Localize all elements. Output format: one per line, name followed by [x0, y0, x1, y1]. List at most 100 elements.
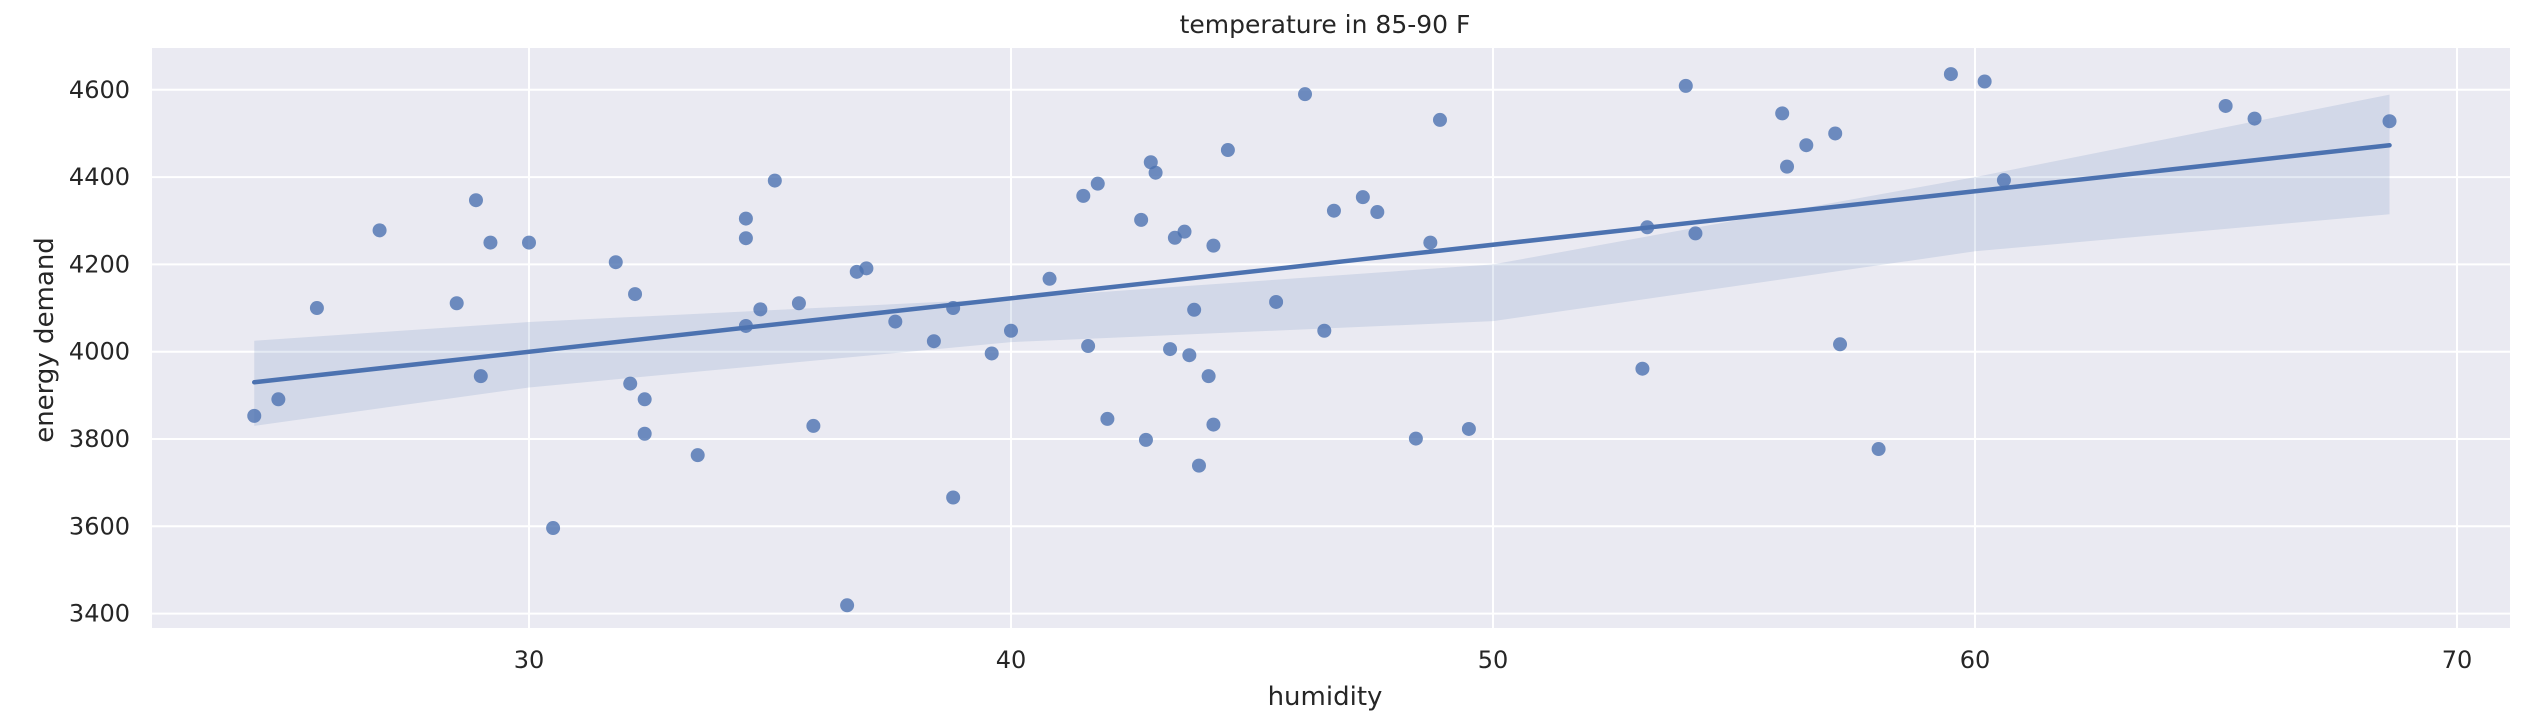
data-point: [946, 490, 961, 505]
data-point: [1871, 442, 1886, 457]
data-point: [1201, 369, 1216, 384]
data-point: [888, 314, 903, 329]
data-point: [1163, 342, 1178, 357]
data-point: [1943, 67, 1958, 82]
data-point: [623, 376, 638, 391]
data-point: [1134, 212, 1149, 227]
x-tick-label: 70: [2442, 646, 2473, 674]
x-axis-ticks: 30 40 50 60 70: [514, 646, 2473, 674]
data-point: [522, 235, 536, 250]
data-point: [449, 296, 464, 311]
data-point: [1833, 337, 1848, 352]
data-point: [926, 334, 941, 349]
data-point: [2218, 98, 2233, 113]
data-point: [767, 173, 782, 188]
data-point: [1148, 165, 1163, 180]
data-point: [1187, 302, 1202, 317]
data-point: [738, 318, 753, 333]
data-point: [1076, 188, 1091, 203]
x-tick-label: 40: [996, 646, 1027, 674]
ci-band-shape: [254, 94, 2390, 426]
data-point: [1432, 112, 1447, 127]
data-points: [247, 67, 2397, 613]
y-tick-label: 3400: [69, 600, 130, 628]
y-tick-label: 4400: [69, 163, 130, 191]
data-point: [1143, 155, 1158, 170]
data-point: [1004, 323, 1018, 338]
data-point: [608, 255, 623, 270]
data-point: [1355, 190, 1370, 205]
data-point: [690, 448, 705, 463]
data-point: [859, 261, 874, 276]
data-point: [483, 235, 498, 250]
data-point: [1191, 458, 1206, 473]
data-point: [1326, 203, 1341, 218]
data-point: [1640, 220, 1655, 235]
data-point: [309, 301, 324, 316]
plot-area: [152, 48, 2510, 628]
data-point: [1100, 411, 1115, 426]
data-point: [1182, 348, 1197, 363]
data-point: [1775, 106, 1790, 121]
data-point: [806, 418, 821, 433]
chart-title: temperature in 85-90 F: [1180, 10, 1471, 39]
data-point: [247, 408, 262, 423]
y-axis-ticks: 3400 3600 3800 4000 4200 4400 4600: [69, 76, 130, 628]
data-point: [372, 223, 387, 238]
data-point: [946, 301, 961, 316]
data-point: [1828, 126, 1843, 141]
x-tick-label: 60: [1960, 646, 1991, 674]
y-tick-label: 4000: [69, 338, 130, 366]
data-point: [1298, 87, 1313, 102]
y-tick-label: 4600: [69, 76, 130, 104]
data-point: [1370, 205, 1385, 220]
data-point: [1678, 78, 1693, 93]
data-point: [1317, 323, 1332, 338]
data-point: [1220, 143, 1235, 158]
data-point: [1408, 431, 1423, 446]
data-point: [473, 369, 488, 384]
data-point: [1461, 421, 1476, 436]
data-point: [1688, 226, 1703, 241]
y-tick-label: 3800: [69, 425, 130, 453]
x-tick-label: 30: [514, 646, 545, 674]
regression-line: [252, 142, 2392, 385]
x-axis-label: humidity: [1268, 682, 1383, 712]
data-point: [753, 302, 768, 317]
data-point: [2247, 111, 2262, 126]
x-tick-label: 50: [1478, 646, 1509, 674]
data-point: [1799, 138, 1814, 153]
data-point: [1081, 339, 1096, 354]
data-point: [637, 392, 652, 407]
data-point: [1206, 238, 1221, 253]
data-point: [738, 231, 753, 246]
data-point: [271, 392, 286, 407]
data-point: [1206, 417, 1221, 432]
confidence-band: [254, 94, 2390, 426]
data-point: [1042, 271, 1057, 286]
data-point: [1167, 230, 1182, 245]
data-point: [840, 598, 855, 613]
data-point: [1996, 173, 2011, 188]
data-point: [1977, 74, 1992, 89]
data-point: [984, 346, 999, 361]
y-axis-label: energy demand: [30, 237, 60, 443]
y-tick-label: 4200: [69, 250, 130, 278]
data-point: [468, 193, 483, 208]
data-point: [738, 211, 753, 226]
y-tick-label: 3600: [69, 512, 130, 540]
data-point: [546, 521, 561, 536]
data-point: [2382, 114, 2397, 129]
data-point: [1635, 361, 1650, 376]
data-point: [1090, 176, 1105, 191]
data-point: [1423, 235, 1438, 250]
data-point: [791, 296, 806, 311]
data-point: [637, 426, 652, 441]
data-point: [628, 287, 643, 302]
data-point: [1138, 432, 1153, 447]
data-point: [1269, 294, 1284, 309]
regression-line-path: [252, 142, 2392, 385]
data-point: [1780, 159, 1795, 174]
